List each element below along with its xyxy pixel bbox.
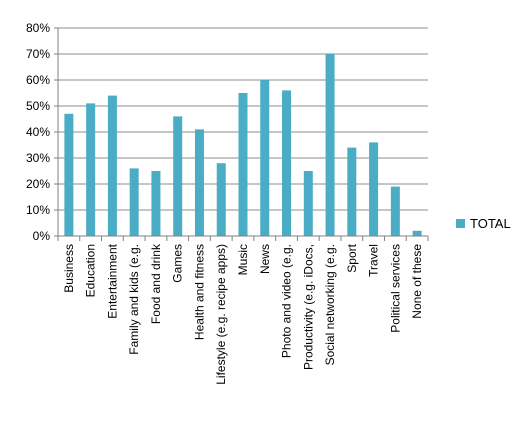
x-tick-label: Family and kids (e.g.: [127, 244, 141, 355]
bar: [216, 163, 226, 236]
y-tick-label: 10%: [26, 203, 50, 217]
y-tick-label: 50%: [26, 99, 50, 113]
y-tick-label: 0%: [33, 229, 51, 243]
bar: [303, 171, 313, 236]
x-tick-label: News: [258, 244, 272, 274]
bar: [86, 103, 96, 237]
legend-swatch: [456, 219, 465, 228]
bar: [260, 80, 270, 236]
bar: [173, 116, 183, 236]
x-tick-labels: Business Education Entertainment Family and…: [62, 243, 424, 385]
axes: [54, 27, 429, 241]
x-tick-label: Political services: [388, 244, 402, 333]
bar: [238, 93, 248, 236]
x-tick-label: Education: [84, 244, 98, 297]
legend: TOTAL: [456, 216, 511, 231]
bar: [282, 90, 292, 237]
bar: [129, 168, 139, 236]
x-tick-label: Sport: [345, 243, 359, 272]
legend-label-total: TOTAL: [470, 216, 511, 231]
x-tick-label: None of these: [410, 244, 424, 319]
bar: [347, 147, 357, 236]
bar: [369, 142, 379, 236]
y-tick-label: 20%: [26, 177, 50, 191]
x-tick-label: Music: [236, 244, 250, 275]
bar: [107, 95, 117, 236]
bar: [64, 113, 74, 236]
x-tick-label: Social networking (e.g.: [323, 244, 337, 365]
y-tick-label: 70%: [26, 47, 50, 61]
y-tick-label: 30%: [26, 151, 50, 165]
bars: [64, 54, 422, 237]
x-tick-label: Entertainment: [105, 243, 119, 318]
x-tick-label: Travel: [367, 244, 381, 277]
bar: [325, 54, 335, 236]
x-tick-label: Productivity (e.g. iDocs,: [301, 244, 315, 370]
x-tick-label: Photo and video (e.g.: [280, 244, 294, 358]
x-tick-label: Lifestyle (e.g. recipe apps): [214, 244, 228, 385]
bar: [412, 230, 422, 236]
bar: [194, 129, 204, 236]
x-tick-label: Business: [62, 244, 76, 293]
y-tick-label: 80%: [26, 21, 50, 35]
y-tick-label: 60%: [26, 73, 50, 87]
bar: [390, 186, 400, 236]
x-tick-label: Food and drink: [149, 243, 163, 324]
x-tick-label: Health and fitness: [192, 244, 206, 340]
y-tick-label: 40%: [26, 125, 50, 139]
y-tick-labels: 0% 10% 20% 30% 40% 50% 60% 70% 80%: [26, 21, 50, 243]
bar: [151, 171, 161, 236]
x-tick-label: Games: [171, 244, 185, 283]
